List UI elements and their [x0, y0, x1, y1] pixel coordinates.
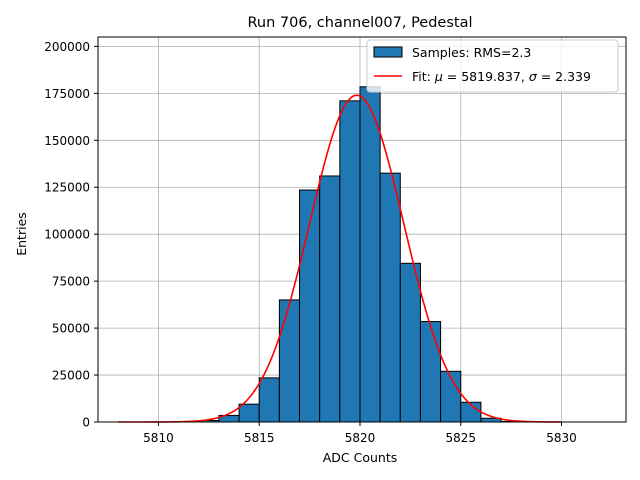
y-tick-label: 125000 — [44, 181, 90, 195]
chart-title: Run 706, channel007, Pedestal — [247, 15, 472, 31]
legend-box — [366, 39, 619, 93]
y-tick-label: 50000 — [52, 322, 90, 336]
legend: Samples: RMS=2.3 Fit: μ = 5819.837, σ = … — [366, 39, 619, 93]
histogram-bar — [278, 299, 301, 423]
histogram-bar — [399, 262, 421, 423]
fit-curve — [118, 94, 562, 423]
x-axis-ticks: 5810 5815 5820 5825 5830 — [143, 422, 577, 445]
histogram-bar — [359, 86, 381, 423]
fit-prefix: Fit: — [412, 69, 435, 84]
legend-fit-label: Fit: μ = 5819.837, σ = 2.339 — [412, 69, 591, 84]
histogram-bar — [419, 321, 442, 423]
fit-mu-value: = 5819.837, — [443, 69, 529, 84]
y-tick-label: 200000 — [44, 40, 90, 54]
plot-frame — [97, 36, 627, 423]
fit-sigma-value: = 2.339 — [537, 69, 591, 84]
fit-curve-group — [118, 94, 562, 423]
y-tick-label: 175000 — [44, 87, 90, 101]
histogram-bar — [379, 172, 401, 423]
histogram-bar — [339, 100, 361, 423]
y-tick-label: 0 — [82, 416, 90, 430]
fit-mu-symbol: μ — [434, 69, 443, 84]
y-tick-label: 100000 — [44, 228, 90, 242]
histogram-bar — [319, 175, 341, 423]
histogram-bar — [258, 377, 280, 423]
y-tick-label: 75000 — [52, 275, 90, 289]
legend-samples-swatch — [373, 46, 403, 58]
histogram-bar — [238, 403, 260, 423]
x-tick-label: 5825 — [445, 431, 476, 445]
y-axis-ticks: 0 25000 50000 75000 100000 125000 150000 175000… — [44, 40, 98, 430]
fit-sigma-symbol: σ — [529, 69, 538, 84]
y-tick-label: 150000 — [44, 134, 90, 148]
x-tick-label: 5830 — [546, 431, 577, 445]
histogram-bars — [178, 86, 522, 423]
histogram-bar — [440, 370, 462, 423]
x-tick-label: 5815 — [244, 431, 275, 445]
legend-samples-label: Samples: RMS=2.3 — [412, 45, 531, 60]
x-axis-label: ADC Counts — [323, 450, 398, 465]
y-axis-label: Entries — [14, 212, 29, 256]
x-tick-label: 5820 — [345, 431, 376, 445]
y-tick-label: 25000 — [52, 369, 90, 383]
x-tick-label: 5810 — [143, 431, 174, 445]
